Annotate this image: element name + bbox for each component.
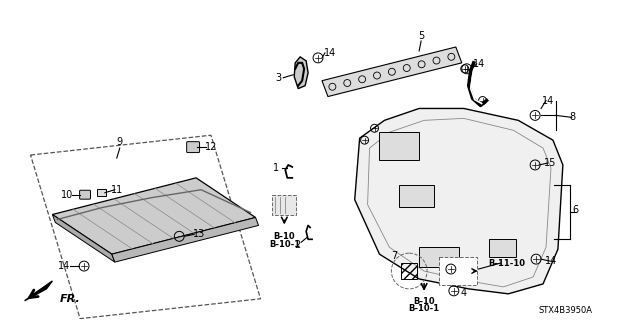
- Text: B-10-1: B-10-1: [269, 240, 300, 249]
- Text: 3: 3: [275, 73, 282, 83]
- FancyBboxPatch shape: [79, 190, 90, 199]
- Bar: [399, 185, 434, 207]
- Bar: [97, 189, 106, 196]
- FancyBboxPatch shape: [187, 142, 200, 153]
- Text: 1: 1: [273, 163, 280, 173]
- Bar: [419, 247, 459, 267]
- Polygon shape: [112, 218, 259, 262]
- Text: 15: 15: [544, 158, 556, 168]
- Text: 14: 14: [472, 59, 484, 69]
- Text: B-10: B-10: [273, 232, 295, 241]
- Text: 2: 2: [294, 240, 300, 250]
- Text: B-11-10: B-11-10: [488, 259, 525, 268]
- Polygon shape: [355, 108, 563, 294]
- Text: 14: 14: [545, 256, 557, 266]
- Bar: [439, 257, 477, 285]
- Text: 9: 9: [116, 137, 123, 147]
- Polygon shape: [52, 214, 115, 262]
- Text: B-10: B-10: [413, 297, 435, 306]
- Text: 11: 11: [111, 185, 123, 195]
- Text: B-10-1: B-10-1: [408, 304, 440, 313]
- Text: 14: 14: [324, 48, 336, 58]
- Bar: [488, 239, 516, 257]
- Bar: [380, 132, 419, 160]
- Text: 7: 7: [391, 251, 397, 261]
- Polygon shape: [322, 47, 461, 97]
- Text: 6: 6: [573, 204, 579, 215]
- Bar: [401, 263, 417, 279]
- Text: STX4B3950A: STX4B3950A: [539, 306, 593, 315]
- Bar: [273, 195, 296, 214]
- Text: 14: 14: [542, 96, 554, 106]
- Text: 5: 5: [418, 31, 424, 41]
- Text: 10: 10: [61, 190, 74, 200]
- Text: 12: 12: [205, 142, 217, 152]
- Polygon shape: [24, 281, 52, 301]
- Text: 14: 14: [58, 261, 70, 271]
- Polygon shape: [52, 178, 255, 254]
- Text: 4: 4: [461, 288, 467, 298]
- Text: 8: 8: [570, 112, 576, 122]
- Polygon shape: [31, 135, 260, 319]
- Polygon shape: [294, 57, 308, 89]
- Text: 13: 13: [193, 229, 205, 239]
- Text: FR.: FR.: [60, 294, 81, 304]
